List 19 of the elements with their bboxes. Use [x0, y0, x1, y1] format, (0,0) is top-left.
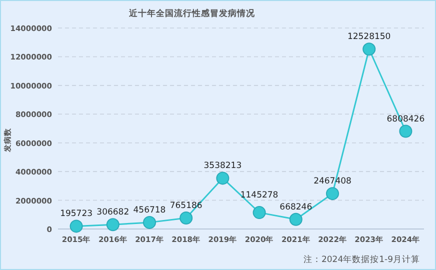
- point: [216, 172, 230, 185]
- data-label: 3538213: [204, 161, 242, 172]
- point: [289, 212, 302, 226]
- data-label: 456718: [133, 205, 166, 216]
- point: [180, 212, 193, 225]
- text: 注：2024年数据按1-9月计算: [303, 254, 420, 265]
- point: [399, 124, 412, 138]
- point: [362, 42, 376, 56]
- data-label: 1145278: [240, 190, 278, 201]
- data-label: 195723: [60, 209, 93, 220]
- point: [143, 216, 156, 229]
- chart-title: 近十年全国流行性感冒发病情况: [128, 8, 256, 19]
- data-label: 306682: [96, 208, 130, 218]
- data-label: 12528150: [347, 32, 391, 42]
- data-label: 668246: [280, 202, 312, 212]
- point: [252, 206, 266, 220]
- point: [326, 187, 339, 200]
- point: [106, 218, 120, 232]
- point: [70, 220, 83, 233]
